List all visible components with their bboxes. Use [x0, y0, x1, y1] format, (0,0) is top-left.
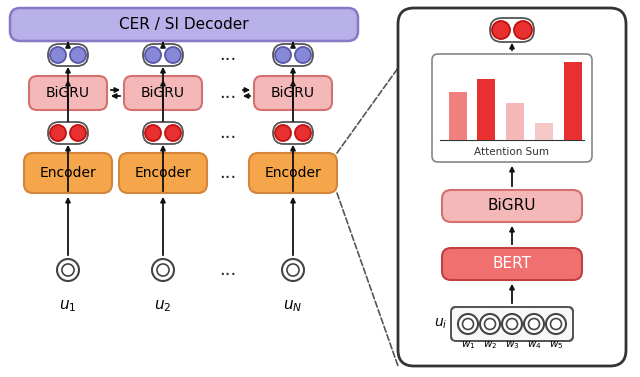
FancyBboxPatch shape: [451, 307, 573, 341]
Text: Encoder: Encoder: [40, 166, 97, 180]
FancyBboxPatch shape: [143, 44, 183, 66]
Circle shape: [295, 125, 311, 141]
FancyBboxPatch shape: [143, 122, 183, 144]
FancyBboxPatch shape: [432, 54, 592, 162]
FancyBboxPatch shape: [249, 153, 337, 193]
Circle shape: [275, 125, 291, 141]
Circle shape: [546, 314, 566, 334]
Text: $u_1$: $u_1$: [60, 298, 77, 314]
FancyBboxPatch shape: [124, 76, 202, 110]
Circle shape: [165, 47, 181, 63]
Text: BiGRU: BiGRU: [488, 199, 536, 213]
Circle shape: [502, 314, 522, 334]
Circle shape: [165, 125, 181, 141]
Circle shape: [458, 314, 478, 334]
Circle shape: [57, 259, 79, 281]
Text: $u_2$: $u_2$: [154, 298, 172, 314]
Circle shape: [145, 125, 161, 141]
Text: Attention Sum: Attention Sum: [474, 147, 550, 157]
Text: BiGRU: BiGRU: [271, 86, 315, 100]
Text: ...: ...: [220, 164, 237, 182]
Text: BiGRU: BiGRU: [141, 86, 185, 100]
Circle shape: [70, 47, 86, 63]
Text: BiGRU: BiGRU: [46, 86, 90, 100]
Text: ...: ...: [220, 261, 237, 279]
FancyBboxPatch shape: [254, 76, 332, 110]
FancyBboxPatch shape: [442, 248, 582, 280]
Circle shape: [50, 125, 66, 141]
Circle shape: [463, 319, 474, 329]
Text: $w_3$: $w_3$: [505, 339, 519, 351]
Text: ...: ...: [220, 124, 237, 142]
Text: BERT: BERT: [493, 256, 531, 271]
Text: $w_2$: $w_2$: [483, 339, 497, 351]
Circle shape: [275, 47, 291, 63]
Text: $w_4$: $w_4$: [527, 339, 541, 351]
FancyBboxPatch shape: [273, 122, 313, 144]
FancyBboxPatch shape: [10, 8, 358, 41]
Bar: [449, 92, 467, 140]
Bar: [477, 79, 495, 140]
Circle shape: [295, 47, 311, 63]
Text: $u_i$: $u_i$: [433, 317, 447, 331]
FancyBboxPatch shape: [442, 190, 582, 222]
Circle shape: [152, 259, 174, 281]
Text: $w_1$: $w_1$: [461, 339, 476, 351]
Text: ...: ...: [220, 84, 237, 102]
FancyBboxPatch shape: [29, 76, 107, 110]
FancyBboxPatch shape: [48, 44, 88, 66]
Circle shape: [484, 319, 495, 329]
Text: Encoder: Encoder: [264, 166, 321, 180]
Text: $w_5$: $w_5$: [548, 339, 563, 351]
Circle shape: [492, 21, 510, 39]
FancyBboxPatch shape: [398, 8, 626, 366]
FancyBboxPatch shape: [490, 18, 534, 42]
Circle shape: [50, 47, 66, 63]
Circle shape: [514, 21, 532, 39]
Circle shape: [506, 319, 518, 329]
Bar: [564, 62, 582, 140]
Circle shape: [62, 264, 74, 276]
Text: Encoder: Encoder: [134, 166, 191, 180]
Circle shape: [480, 314, 500, 334]
Circle shape: [287, 264, 299, 276]
Circle shape: [529, 319, 540, 329]
Circle shape: [282, 259, 304, 281]
Text: ...: ...: [220, 46, 237, 64]
Circle shape: [70, 125, 86, 141]
Circle shape: [157, 264, 169, 276]
FancyBboxPatch shape: [48, 122, 88, 144]
Text: CER / SI Decoder: CER / SI Decoder: [119, 17, 249, 32]
FancyBboxPatch shape: [119, 153, 207, 193]
Circle shape: [524, 314, 544, 334]
Circle shape: [145, 47, 161, 63]
Text: $u_N$: $u_N$: [284, 298, 303, 314]
Circle shape: [550, 319, 561, 329]
Bar: [535, 123, 553, 140]
FancyBboxPatch shape: [24, 153, 112, 193]
Bar: [506, 103, 524, 140]
FancyBboxPatch shape: [273, 44, 313, 66]
